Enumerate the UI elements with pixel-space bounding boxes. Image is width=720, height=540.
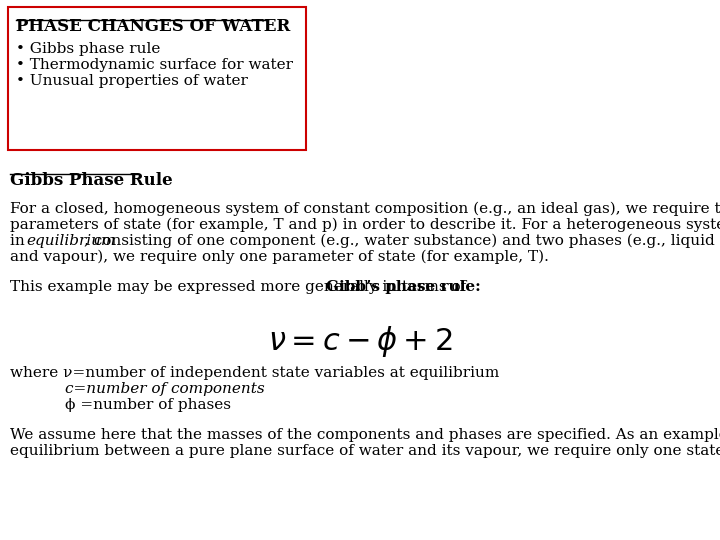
Text: • Gibbs phase rule: • Gibbs phase rule bbox=[16, 42, 161, 56]
Text: This example may be expressed more generally in terms of: This example may be expressed more gener… bbox=[10, 280, 471, 294]
Text: and vapour), we require only one parameter of state (for example, T).: and vapour), we require only one paramet… bbox=[10, 250, 549, 265]
Text: c=number of components: c=number of components bbox=[65, 382, 265, 396]
Text: Gibbs Phase Rule: Gibbs Phase Rule bbox=[10, 172, 173, 189]
Text: $\nu = c - \phi + 2$: $\nu = c - \phi + 2$ bbox=[268, 324, 452, 359]
FancyBboxPatch shape bbox=[8, 7, 306, 150]
Text: equilibrium between a pure plane surface of water and its vapour, we require onl: equilibrium between a pure plane surface… bbox=[10, 444, 720, 458]
Text: parameters of state (for example, T and p) in order to describe it. For a hetero: parameters of state (for example, T and … bbox=[10, 218, 720, 232]
Text: • Thermodynamic surface for water: • Thermodynamic surface for water bbox=[16, 58, 293, 72]
Text: , consisting of one component (e.g., water substance) and two phases (e.g., liqu: , consisting of one component (e.g., wat… bbox=[84, 234, 714, 248]
Text: ϕ =number of phases: ϕ =number of phases bbox=[65, 398, 231, 412]
Text: We assume here that the masses of the components and phases are specified. As an: We assume here that the masses of the co… bbox=[10, 428, 720, 442]
Text: • Unusual properties of water: • Unusual properties of water bbox=[16, 74, 248, 88]
Text: where ν=number of independent state variables at equilibrium: where ν=number of independent state vari… bbox=[10, 366, 499, 380]
Text: in: in bbox=[10, 234, 30, 248]
Text: PHASE CHANGES OF WATER: PHASE CHANGES OF WATER bbox=[16, 18, 290, 35]
Text: equilibrium: equilibrium bbox=[27, 234, 116, 248]
Text: For a closed, homogeneous system of constant composition (e.g., an ideal gas), w: For a closed, homogeneous system of cons… bbox=[10, 202, 720, 217]
Text: Gibb’s phase rule:: Gibb’s phase rule: bbox=[326, 280, 481, 294]
